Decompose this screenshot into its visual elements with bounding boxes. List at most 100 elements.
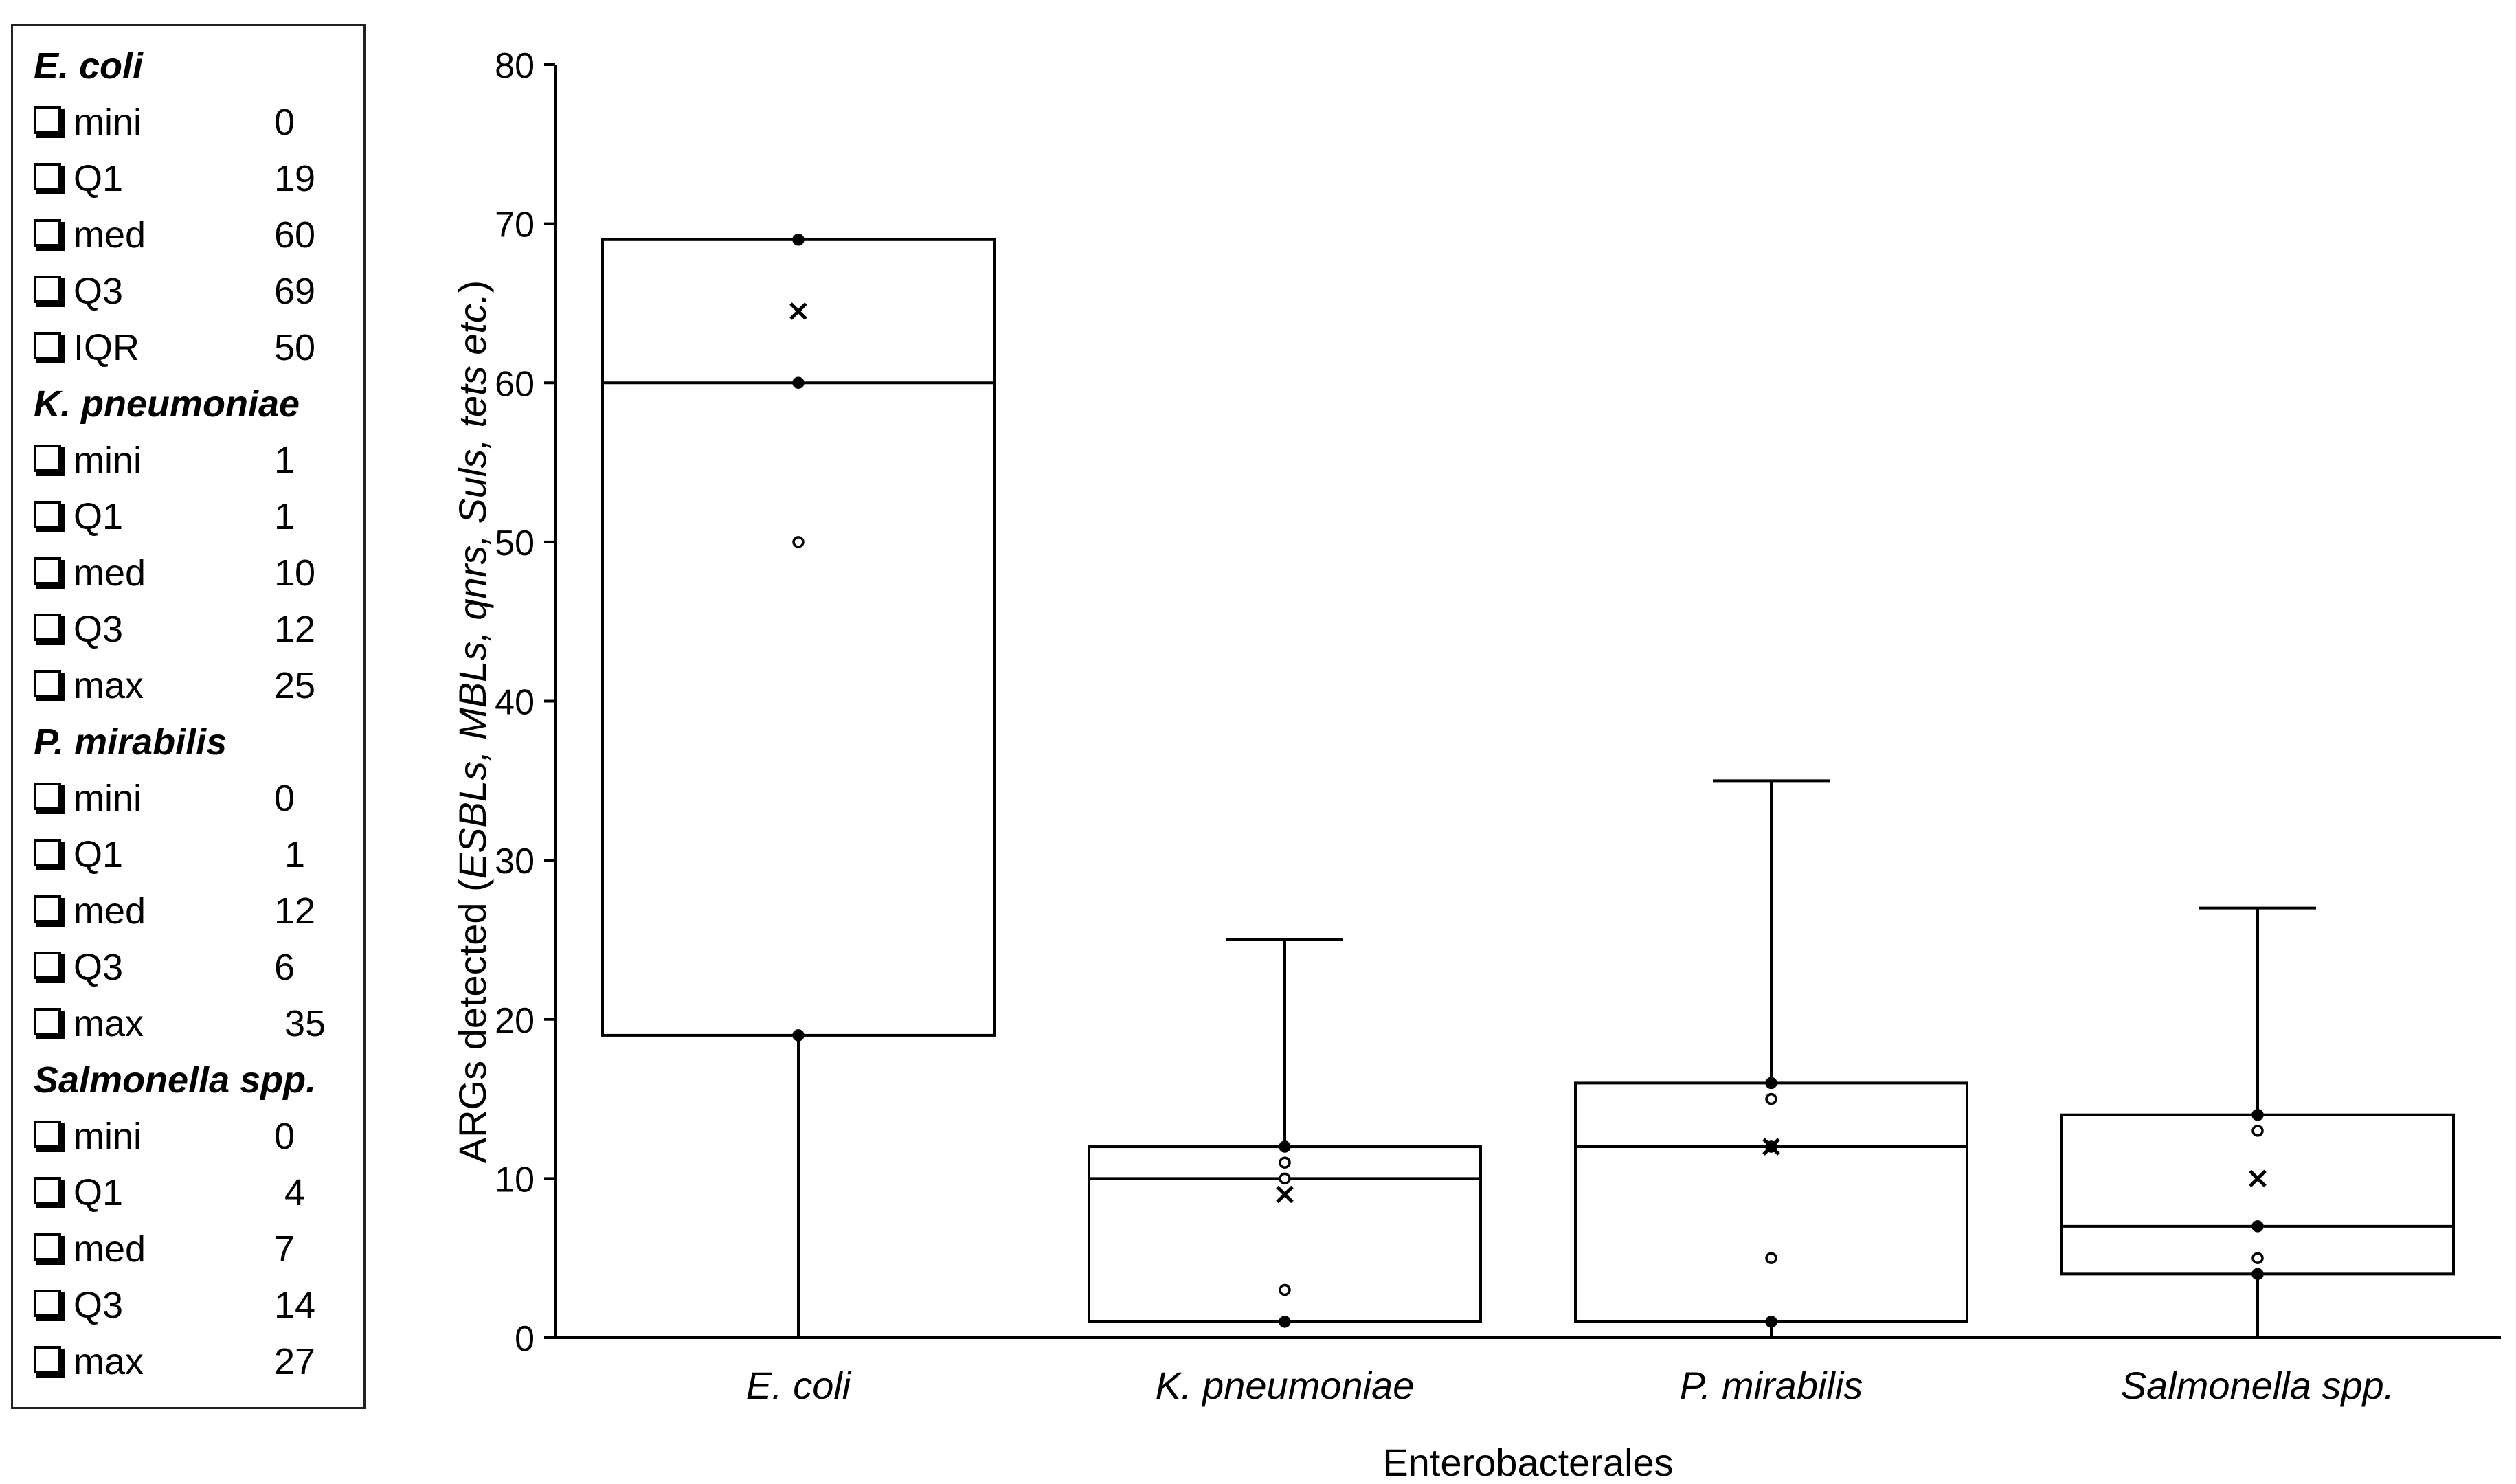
checkbox-bullet-icon [34,1008,65,1039]
stats-label: Q3 [74,271,124,312]
stats-value: 10 [274,552,316,594]
stats-group: Salmonella spp. mini 0 Q1 4 med 7 Q3 14 max 27 [34,1052,363,1390]
stats-label: max [74,1341,144,1382]
y-tick-label: 70 [495,205,535,245]
stats-row: med 7 [34,1221,363,1277]
data-point [792,376,805,389]
box-iqr [1574,1081,1968,1323]
stats-row: max 35 [34,996,363,1052]
stats-value: 50 [274,327,316,368]
stats-value: 4 [274,1172,306,1213]
stats-row: max 25 [34,657,363,714]
stats-row: max 27 [34,1334,363,1390]
mean-marker [789,302,807,320]
y-tick-label: 10 [495,1160,535,1200]
data-point [2251,1220,2264,1233]
stats-value: 1 [274,496,295,537]
stats-label: med [74,214,146,256]
data-point [792,234,805,246]
stats-label: IQR [74,327,140,368]
data-point [2251,1252,2264,1264]
stats-row: Q3 12 [34,601,363,657]
checkbox-bullet-icon [34,895,65,927]
x-tick-label: E. coli [746,1364,852,1407]
stats-row: Q1 1 [34,488,363,545]
stats-value: 14 [274,1285,316,1326]
checkbox-bullet-icon [34,670,65,701]
box-iqr [601,238,996,1037]
stats-row: mini 0 [34,770,363,827]
y-axis-title-part: ARGs detected ( [451,879,494,1163]
stats-row: mini 0 [34,94,363,150]
checkbox-bullet-icon [34,557,65,589]
data-point [2251,1108,2264,1121]
stats-group-title: P. mirabilis [34,721,227,763]
data-point [1765,1077,1777,1090]
checkbox-bullet-icon [34,1346,65,1378]
data-point [2251,1125,2264,1137]
data-point [1279,1156,1291,1169]
stats-row: mini 1 [34,432,363,488]
y-tick-label: 50 [495,524,535,563]
y-axis-title-part: ) [451,280,494,293]
stats-group: P. mirabilis mini 0 Q1 1 med 12 Q3 6 max 35 [34,714,363,1052]
x-tick-label: Salmonella spp. [2121,1364,2394,1407]
stats-value: 12 [274,890,316,932]
stats-label: mini [74,102,142,143]
stats-row: med 10 [34,545,363,601]
y-axis-title: ARGs detected (ESBLs, MBLs, qnrs, Suls, … [451,280,494,1163]
stats-label: med [74,552,146,594]
x-axis-title: Enterobacterales [1382,1441,1673,1484]
stats-value: 35 [274,1003,326,1044]
stats-value: 0 [274,102,295,143]
stats-value: 25 [274,665,316,706]
checkbox-bullet-icon [34,1121,65,1152]
y-tick-label: 80 [495,46,535,86]
stats-label: mini [74,1116,142,1157]
checkbox-bullet-icon [34,332,65,363]
stats-row: mini 0 [34,1108,363,1165]
stats-row: Q1 19 [34,150,363,207]
stats-value: 7 [274,1228,295,1270]
stats-value: 27 [274,1341,316,1382]
data-point [792,1029,805,1042]
stats-group-title: Salmonella spp. [34,1059,317,1101]
stats-row: Q3 69 [34,263,363,319]
stats-label: Q1 [74,834,124,875]
data-point [1765,1252,1777,1264]
stats-row: Q1 1 [34,827,363,883]
data-point [792,536,805,548]
y-tick-label: 0 [515,1319,535,1359]
y-axis-title-part: ESBLs, MBLs, qnrs, Suls, tets etc. [451,293,494,879]
stats-label: Q1 [74,158,124,199]
checkbox-bullet-icon [34,106,65,138]
stats-label: mini [74,440,142,481]
stats-row: Q3 6 [34,939,363,996]
stats-value: 1 [274,834,306,875]
stats-value: 12 [274,609,316,650]
stats-label: med [74,1228,146,1270]
stats-label: mini [74,778,142,819]
stats-group: K. pneumoniae mini 1 Q1 1 med 10 Q3 12 max 25 [34,376,363,714]
checkbox-bullet-icon [34,1233,65,1265]
stats-label: Q3 [74,947,124,988]
checkbox-bullet-icon [34,839,65,870]
mean-marker [1762,1138,1780,1156]
checkbox-bullet-icon [34,276,65,307]
checkbox-bullet-icon [34,1290,65,1321]
stats-value: 1 [274,440,295,481]
stats-value: 0 [274,1116,295,1157]
mean-marker [2249,1169,2267,1188]
data-point [1279,1172,1291,1185]
data-point [1279,1140,1291,1153]
summary-statistics-panel: E. coli mini 0 Q1 19 med 60 Q3 69 IQR 50 K. pneumon… [11,24,366,1409]
stats-label: Q3 [74,609,124,650]
checkbox-bullet-icon [34,952,65,983]
stats-label: max [74,1003,144,1044]
data-point [1765,1316,1777,1328]
stats-row: Q1 4 [34,1165,363,1221]
checkbox-bullet-icon [34,445,65,476]
x-tick-label: P. mirabilis [1680,1364,1863,1407]
stats-group-title: E. coli [34,45,144,87]
